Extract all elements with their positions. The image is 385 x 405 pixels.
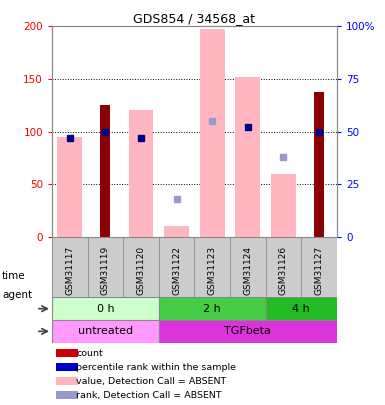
Bar	[100, 105, 110, 237]
Text: percentile rank within the sample: percentile rank within the sample	[76, 362, 236, 372]
Bar	[57, 137, 82, 237]
Bar	[88, 237, 123, 297]
Bar	[266, 237, 301, 297]
Text: GSM31120: GSM31120	[137, 246, 146, 295]
Bar	[230, 237, 266, 297]
Bar	[164, 226, 189, 237]
Bar	[235, 77, 260, 237]
Text: GSM31126: GSM31126	[279, 246, 288, 295]
Bar	[266, 297, 337, 320]
Text: GSM31117: GSM31117	[65, 246, 74, 295]
Bar	[301, 237, 337, 297]
Bar	[56, 391, 78, 399]
Bar	[159, 320, 337, 343]
Text: 2 h: 2 h	[203, 304, 221, 314]
Bar	[52, 320, 159, 343]
Text: 0 h: 0 h	[97, 304, 114, 314]
Title: GDS854 / 34568_at: GDS854 / 34568_at	[134, 12, 255, 25]
Bar	[56, 349, 78, 357]
Bar	[52, 237, 88, 297]
Bar	[56, 377, 78, 385]
Text: GSM31124: GSM31124	[243, 246, 252, 295]
Text: GSM31119: GSM31119	[101, 246, 110, 295]
Bar	[129, 111, 154, 237]
Bar	[56, 363, 78, 371]
Text: GSM31127: GSM31127	[315, 246, 323, 295]
Text: time: time	[2, 271, 25, 281]
Bar	[123, 237, 159, 297]
Bar	[271, 174, 296, 237]
Text: GSM31123: GSM31123	[208, 246, 217, 295]
Bar	[159, 297, 266, 320]
Bar	[194, 237, 230, 297]
Bar	[200, 30, 225, 237]
Text: GSM31122: GSM31122	[172, 246, 181, 295]
Text: value, Detection Call = ABSENT: value, Detection Call = ABSENT	[76, 377, 226, 386]
Text: count: count	[76, 349, 103, 358]
Bar	[52, 297, 159, 320]
Text: rank, Detection Call = ABSENT: rank, Detection Call = ABSENT	[76, 391, 222, 400]
Text: 4 h: 4 h	[292, 304, 310, 314]
Bar	[159, 237, 194, 297]
Text: agent: agent	[2, 290, 32, 300]
Text: untreated: untreated	[78, 326, 133, 337]
Bar	[314, 92, 324, 237]
Text: TGFbeta: TGFbeta	[224, 326, 271, 337]
